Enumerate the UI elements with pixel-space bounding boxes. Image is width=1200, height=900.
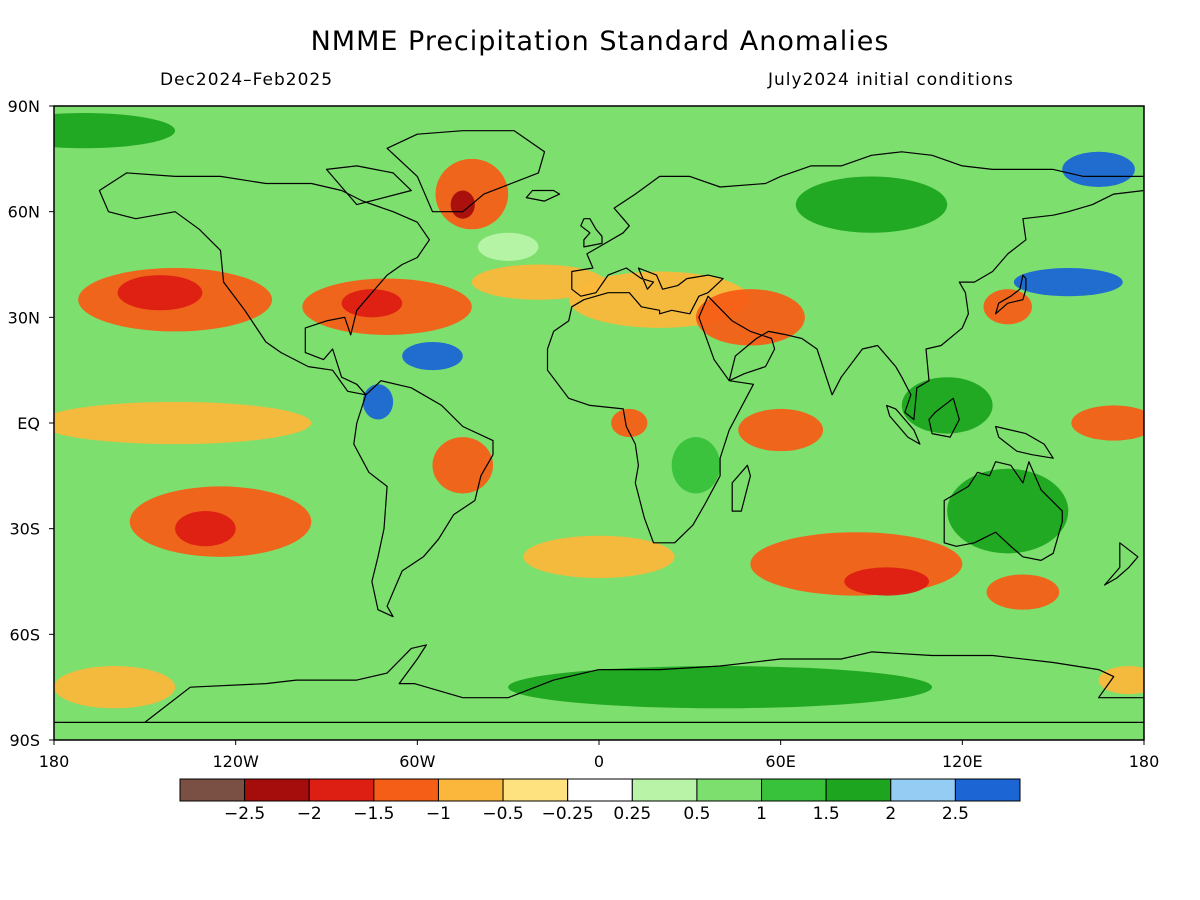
coastline-north-america [98, 172, 430, 396]
coastline-japan [994, 274, 1027, 315]
anomaly-region-west-indian-ocean-dry [738, 408, 824, 452]
anomaly-region-middle-east-dry [695, 289, 805, 346]
forecast-period-label: Dec2024–Feb2025 [160, 70, 334, 90]
colorbar-swatch [631, 778, 698, 802]
coastline-iceland [525, 189, 561, 202]
anomaly-region-west-pacific-equator-dry [1071, 405, 1144, 441]
coastline-sumatra [885, 404, 921, 445]
colorbar-swatch [179, 778, 246, 802]
anomaly-region-maritime-continent-wet [901, 377, 993, 434]
anomaly-region-north-atlantic-wet [477, 232, 539, 261]
coastline-uk [580, 218, 603, 248]
anomaly-region-east-africa-wet [671, 437, 721, 494]
colorbar-swatch [567, 778, 633, 802]
lat-tick-label: 90N [8, 97, 40, 116]
lon-tick-label: 60E [765, 752, 795, 771]
colorbar-label: −2 [297, 804, 322, 824]
anomaly-region-tasman-dry [986, 574, 1060, 610]
coastline-africa-eurasia [546, 151, 1144, 544]
anomaly-region-greenland-dry [435, 158, 509, 230]
anomaly-region-north-pacific-dry-core [117, 275, 203, 311]
lon-tick-label: 120E [942, 752, 983, 771]
coastline-madagascar [731, 464, 752, 512]
anomaly-region-caribbean-wet [402, 341, 463, 371]
colorbar-swatch [761, 778, 827, 802]
coastline-greenland [386, 130, 546, 213]
lon-tick-label: 60W [399, 752, 435, 771]
anomaly-region-nw-south-america-wet [362, 384, 394, 420]
colorbar-swatch [373, 778, 439, 802]
coastline-antarctica [54, 644, 1144, 724]
coastline-south-america [353, 380, 494, 618]
chart-title: NMME Precipitation Standard Anomalies [310, 26, 890, 57]
coastline-borneo [928, 397, 960, 438]
lat-tick-label: EQ [17, 414, 40, 433]
colorbar-label: 0.5 [683, 804, 710, 824]
coastline-new-guinea [994, 425, 1054, 459]
anomaly-region-north-pacific-wet [1013, 268, 1123, 297]
coastline-baffin [325, 165, 412, 206]
anomaly-region-australia-wet [947, 468, 1069, 554]
lat-tick-label: 60S [9, 625, 40, 644]
lat-tick-label: 30S [9, 520, 40, 539]
lon-tick-label: 0 [594, 752, 604, 771]
anomaly-region-south-atlantic-dry [523, 535, 675, 578]
colorbar-label: 0.25 [613, 804, 651, 824]
anomaly-region-brazil-dry [432, 437, 494, 494]
anomaly-region-south-indian-core [844, 567, 930, 596]
lat-tick-label: 60N [8, 203, 40, 222]
lon-tick-label: 180 [39, 752, 70, 771]
anomaly-region-russia-wet [795, 176, 948, 233]
initial-conditions-label: July2024 initial conditions [768, 70, 1014, 90]
anomaly-region-east-pacific-equator-dry [54, 401, 312, 445]
anomaly-region-south-pacific-core [175, 511, 236, 547]
colorbar-swatch [954, 778, 1021, 802]
coastline-australia [943, 461, 1063, 562]
colorbar-swatch [244, 778, 310, 802]
colorbar-label: 1.5 [813, 804, 840, 824]
anomaly-region-arctic-wet [54, 113, 176, 149]
anomaly-region-antarctic-margin-dry [1098, 666, 1144, 695]
anomaly-region-japan-dry [983, 289, 1032, 325]
lon-tick-label: 180 [1129, 752, 1160, 771]
lat-tick-label: 30N [8, 308, 40, 327]
colorbar-label: −0.5 [482, 804, 523, 824]
coastline-new-zealand [1103, 542, 1139, 586]
colorbar-label: −0.25 [542, 804, 594, 824]
colorbar-swatch [696, 778, 763, 802]
lat-tick-label: 90S [9, 731, 40, 750]
colorbar-swatch [308, 778, 375, 802]
colorbar-label: 2.5 [942, 804, 969, 824]
colorbar-label: −2.5 [224, 804, 265, 824]
anomaly-region-antarctic-wet [508, 666, 933, 709]
colorbar-label: −1.5 [353, 804, 394, 824]
lon-tick-label: 120W [212, 752, 259, 771]
colorbar-swatch [502, 778, 569, 802]
anomaly-region-east-siberia-wet [1062, 151, 1135, 188]
colorbar-swatch [825, 778, 892, 802]
colorbar-swatch [890, 778, 956, 802]
anomaly-region-central-africa-dry [611, 408, 648, 438]
colorbar-label: −1 [426, 804, 451, 824]
anomaly-region-southern-ocean-dry [54, 666, 176, 709]
colorbar-swatch [437, 778, 504, 802]
colorbar-label: 2 [885, 804, 896, 824]
colorbar-label: 1 [756, 804, 767, 824]
